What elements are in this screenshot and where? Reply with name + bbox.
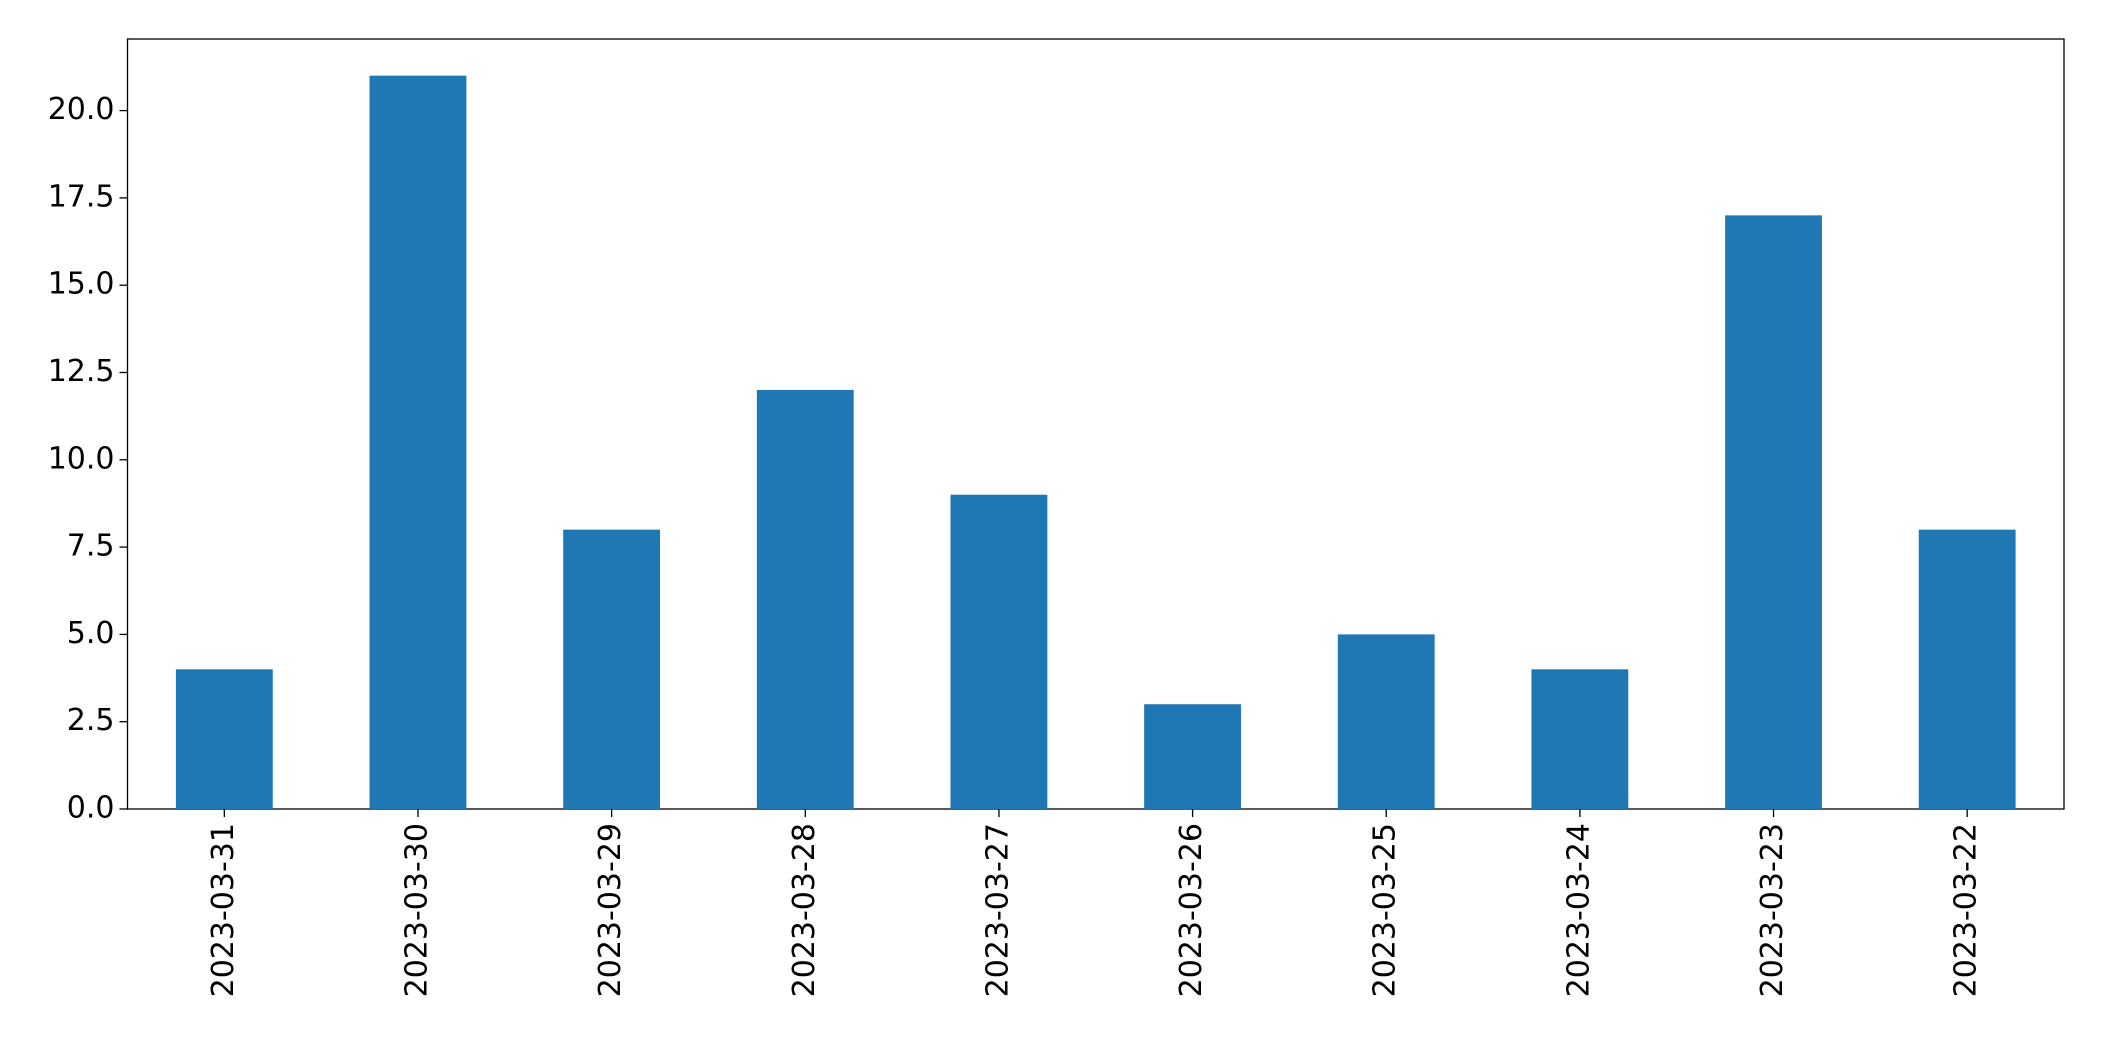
y-tick-label: 0.0 xyxy=(67,791,115,826)
x-tick-label: 2023-03-24 xyxy=(1561,823,1596,997)
bar xyxy=(756,389,854,809)
y-tick-label: 15.0 xyxy=(48,267,115,302)
bar xyxy=(1144,704,1241,809)
x-tick-label: 2023-03-29 xyxy=(593,823,628,997)
x-tick-label: 2023-03-27 xyxy=(980,823,1015,997)
bar xyxy=(175,669,273,809)
x-tick-label: 2023-03-28 xyxy=(787,823,822,997)
y-tick-label: 20.0 xyxy=(48,92,115,127)
bar xyxy=(563,529,661,809)
x-tick-label: 2023-03-25 xyxy=(1368,823,1403,997)
bar xyxy=(1918,529,2016,809)
y-tick-label: 7.5 xyxy=(67,529,115,564)
x-tick-label: 2023-03-30 xyxy=(399,823,434,997)
y-tick-label: 12.5 xyxy=(48,354,115,389)
y-tick-label: 17.5 xyxy=(48,179,115,214)
x-tick-label: 2023-03-31 xyxy=(206,823,241,997)
x-tick-label: 2023-03-23 xyxy=(1755,823,1790,997)
y-tick-label: 2.5 xyxy=(67,703,115,738)
x-tick-label: 2023-03-26 xyxy=(1174,823,1209,997)
y-tick-label: 10.0 xyxy=(48,441,115,476)
bar xyxy=(369,75,467,809)
y-tick-label: 5.0 xyxy=(67,616,115,651)
bar xyxy=(1725,215,1822,809)
plot-frame xyxy=(126,38,2065,810)
bar xyxy=(950,494,1048,809)
bar xyxy=(1531,669,1629,809)
x-tick-label: 2023-03-22 xyxy=(1949,823,1984,997)
bar xyxy=(1337,634,1435,809)
